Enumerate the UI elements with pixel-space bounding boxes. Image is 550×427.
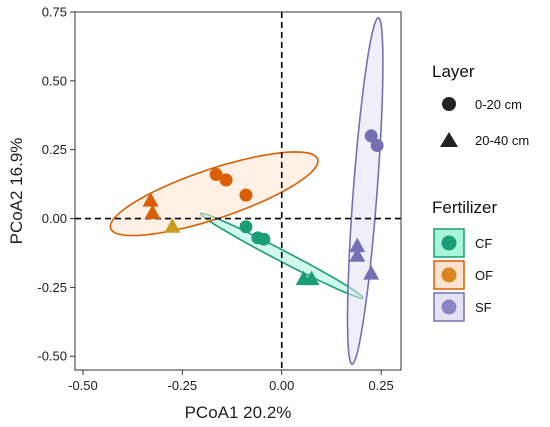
legend-triangle-marker	[440, 132, 458, 147]
legend-label-cf: CF	[475, 236, 492, 251]
y-tick-label: 0.00	[42, 211, 67, 226]
x-tick-label: 0.00	[269, 378, 294, 393]
y-tick-label: -0.50	[37, 349, 67, 364]
point-sf-1	[370, 139, 384, 153]
point-of-3	[142, 192, 159, 207]
y-axis-title: PCoA2 16.9%	[7, 138, 26, 245]
legend-label-layer-20-40: 20-40 cm	[475, 133, 529, 148]
x-tick-label: -0.25	[168, 378, 198, 393]
point-cf-0	[239, 220, 253, 234]
point-sf-4	[363, 265, 380, 280]
legend: Layer 0-20 cm 20-40 cm Fertilizer CF OF …	[432, 62, 529, 322]
point-of-2	[239, 188, 253, 202]
ellipse-of	[109, 151, 319, 237]
x-tick-label: -0.50	[68, 378, 98, 393]
legend-key-sf-dot	[441, 299, 457, 315]
legend-title-fertilizer: Fertilizer	[432, 198, 498, 217]
y-tick-label: 0.25	[42, 142, 67, 157]
x-axis-title: PCoA1 20.2%	[185, 403, 292, 422]
legend-circle-marker	[442, 97, 456, 111]
legend-label-sf: SF	[475, 300, 492, 315]
point-of-4	[144, 204, 161, 220]
y-tick-label: -0.25	[37, 280, 67, 295]
point-cf-4	[303, 270, 320, 286]
point-sf-2	[349, 237, 366, 253]
point-of-1	[219, 173, 233, 187]
legend-key-cf-dot	[441, 235, 457, 251]
y-tick-label: 0.75	[42, 5, 67, 20]
x-tick-label: 0.25	[368, 378, 393, 393]
legend-title-layer: Layer	[432, 62, 475, 81]
ellipse-sf	[346, 16, 384, 366]
point-sf-3	[349, 247, 366, 262]
legend-label-of: OF	[475, 268, 493, 283]
plot-border	[74, 11, 402, 371]
legend-key-of-dot	[441, 267, 457, 283]
y-tick-label: 0.50	[42, 73, 67, 88]
legend-label-layer-0-20: 0-20 cm	[475, 97, 522, 112]
point-sf-0	[364, 129, 378, 143]
point-of-5	[164, 218, 181, 233]
point-cf-2	[257, 232, 271, 246]
point-of-0	[209, 167, 223, 181]
